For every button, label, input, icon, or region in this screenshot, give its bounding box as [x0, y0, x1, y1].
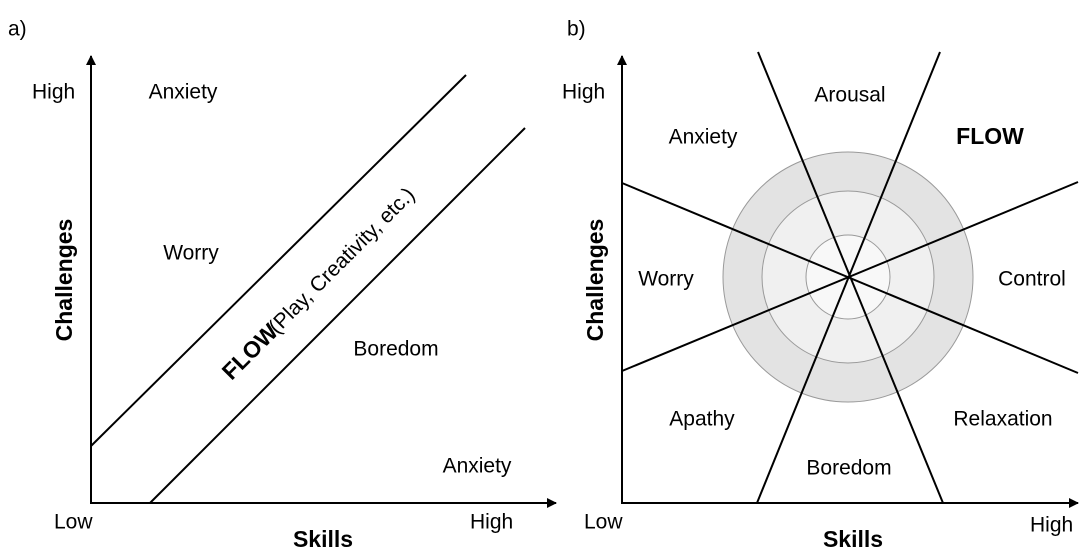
region: Control: [998, 268, 1066, 291]
y-axis-label: Challenges: [51, 219, 77, 342]
flow-boundary: [149, 127, 526, 504]
region: Worry: [638, 268, 694, 291]
region: Anxiety: [669, 126, 738, 149]
panel-label: b): [567, 18, 586, 41]
sector-line: [621, 181, 1079, 372]
y-axis-label: Challenges: [582, 219, 608, 342]
y-high: High: [562, 81, 605, 104]
y-high: High: [32, 81, 75, 104]
x-axis-label: Skills: [823, 526, 883, 552]
panel-label: a): [8, 18, 27, 41]
region: Apathy: [669, 408, 735, 431]
region: Relaxation: [953, 408, 1052, 431]
sector-line: [621, 182, 1079, 374]
x-low: Low: [584, 511, 623, 534]
region: Worry: [163, 242, 219, 265]
region: Anxiety: [443, 455, 512, 478]
x-high: High: [470, 511, 513, 534]
region: FLOW: [956, 123, 1024, 149]
flow-note: (Play, Creativity, etc.): [264, 183, 419, 338]
region: Arousal: [814, 84, 885, 107]
x-axis-label: Skills: [293, 526, 353, 552]
panel-a: a) High Low High Challenges Skills Anxie…: [8, 18, 557, 552]
region: Anxiety: [149, 81, 218, 104]
panel-b: b) High Low High Challenges Skills Arous…: [562, 18, 1079, 552]
flow-boundary: [90, 74, 467, 447]
region: Boredom: [806, 457, 891, 480]
x-high: High: [1030, 514, 1073, 537]
x-low: Low: [54, 511, 93, 534]
region: Boredom: [353, 338, 438, 361]
